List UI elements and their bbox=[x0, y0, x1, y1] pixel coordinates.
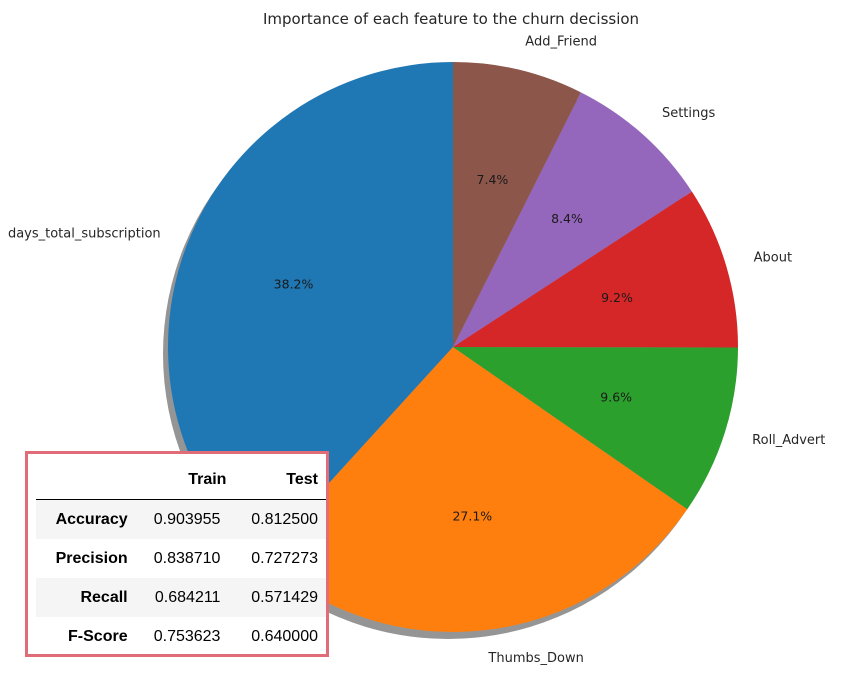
row-label: Recall bbox=[80, 588, 128, 606]
table-header-row: Train Test bbox=[36, 460, 326, 500]
test-value: 0.812500 bbox=[251, 510, 318, 528]
pct-label-settings: 8.4% bbox=[551, 211, 583, 226]
pct-label-add-friend: 7.4% bbox=[477, 172, 509, 187]
table-row-f-score: F-Score 0.753623 0.640000 bbox=[36, 617, 326, 656]
pct-label-about: 9.2% bbox=[601, 290, 633, 305]
train-value: 0.753623 bbox=[153, 627, 221, 645]
pie-slice-days-total-subscription bbox=[167, 62, 453, 558]
category-label-settings: Settings bbox=[662, 106, 716, 121]
chart-title: Importance of each feature to the churn … bbox=[263, 10, 639, 28]
pct-label-roll-advert: 9.6% bbox=[600, 390, 632, 405]
train-value: 0.903955 bbox=[153, 510, 221, 528]
metrics-table-panel: Train Test Accuracy 0.903955 0.812500 Pr… bbox=[25, 451, 329, 657]
row-label: Precision bbox=[55, 549, 128, 567]
table-row-precision: Precision 0.838710 0.727273 bbox=[36, 539, 326, 578]
category-label-thumbs-down: Thumbs_Down bbox=[487, 651, 583, 666]
header-test: Test bbox=[230, 460, 326, 500]
row-label: Accuracy bbox=[55, 510, 128, 528]
category-label-add-friend: Add_Friend bbox=[525, 34, 597, 49]
table-row-recall: Recall 0.684211 0.571429 bbox=[36, 578, 326, 617]
row-label: F-Score bbox=[68, 627, 128, 645]
header-corner bbox=[36, 460, 138, 500]
train-value: 0.684211 bbox=[154, 588, 221, 606]
pie-slice-thumbs-down bbox=[261, 347, 688, 632]
header-train: Train bbox=[137, 460, 231, 500]
category-label-about: About bbox=[754, 251, 792, 266]
metrics-table: Train Test Accuracy 0.903955 0.812500 Pr… bbox=[36, 460, 326, 656]
pie-slice-settings bbox=[453, 92, 692, 347]
test-value: 0.571429 bbox=[251, 588, 318, 606]
pie-slice-roll-advert bbox=[453, 347, 738, 510]
category-label-roll-advert: Roll_Advert bbox=[752, 433, 825, 448]
train-value: 0.838710 bbox=[153, 549, 221, 567]
test-value: 0.640000 bbox=[251, 627, 318, 645]
pie-slice-about bbox=[453, 191, 738, 348]
pct-label-days-total-subscription: 38.2% bbox=[274, 277, 314, 292]
pie-slice-add-friend bbox=[453, 62, 581, 347]
test-value: 0.727273 bbox=[251, 549, 318, 567]
category-label-days-total-subscription: days_total_subscription bbox=[8, 226, 161, 241]
pct-label-thumbs-down: 27.1% bbox=[452, 508, 492, 523]
table-row-accuracy: Accuracy 0.903955 0.812500 bbox=[36, 499, 326, 539]
